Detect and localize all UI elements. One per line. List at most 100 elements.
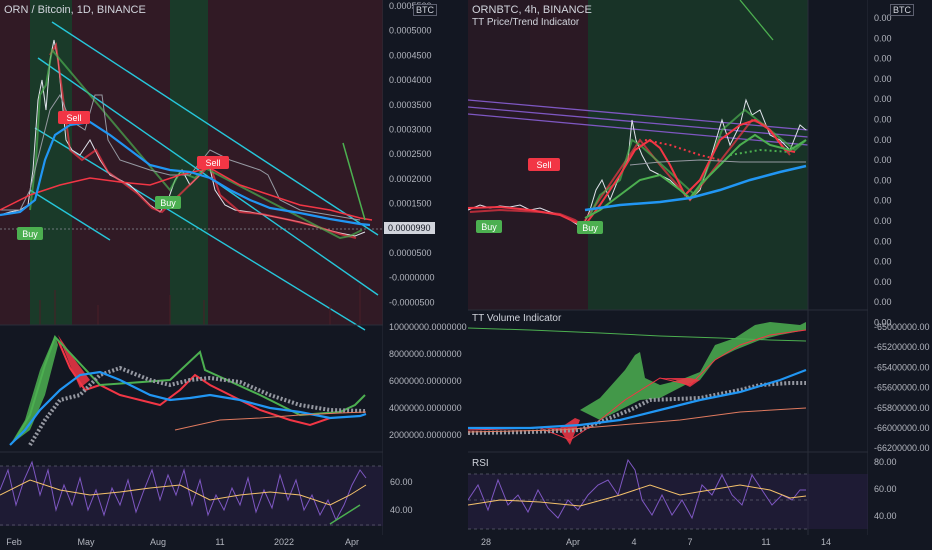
volume-tick-label: -65200000.00 (874, 342, 930, 352)
buy-signal-box (17, 227, 43, 240)
bear-zone (72, 0, 170, 325)
left-price-axis-bg (383, 0, 468, 550)
price-tick-label: 0.0005500 (389, 1, 432, 11)
price-tick-label: 0.00 (874, 318, 892, 328)
signal-red (467, 118, 796, 227)
buy-signal-label: Buy (155, 196, 181, 209)
ma-red (0, 167, 373, 221)
price-tick-label: 0.0004500 (389, 50, 432, 60)
rsi-tick-label: 80.00 (874, 457, 897, 467)
left-currency-badge[interactable]: BTC (413, 4, 437, 16)
volume-tick-label: 2000000.0000000 (389, 430, 462, 440)
sell-signal-text: Sell (66, 113, 81, 123)
left-header: ORN / Bitcoin, 1D, BINANCE (4, 4, 146, 16)
price-tick-label: 0.00 (874, 94, 892, 104)
right-chart[interactable] (467, 0, 869, 535)
time-tick-label: 7 (687, 537, 692, 547)
bear-zone (208, 0, 383, 325)
volume-green-fill (580, 322, 806, 420)
volume-tick-label: -66000000.00 (874, 423, 930, 433)
bear-zone (530, 0, 588, 310)
price-tick-label: 0.00 (874, 236, 892, 246)
price-tick-label: 0.00 (874, 196, 892, 206)
ma-blue (584, 164, 807, 212)
volume-blue-line (468, 368, 807, 430)
volume-indicator-pane[interactable] (467, 322, 807, 445)
sell-signal-label: Sell (58, 111, 90, 124)
rsi-pane[interactable] (467, 458, 868, 530)
price-tick-label: 0.00 (874, 54, 892, 64)
rsi-ma (0, 479, 367, 506)
sell-signal-text: Sell (205, 158, 220, 168)
buy-signal-label: Buy (17, 227, 43, 240)
buy-signal-box (155, 196, 181, 209)
volume-green-thin (467, 327, 807, 342)
trend-red-dots (644, 139, 721, 161)
left-chart[interactable] (0, 0, 384, 535)
rsi-band (0, 466, 383, 526)
volume-orange-line (174, 411, 367, 431)
volume-tick-label: -65600000.00 (874, 383, 930, 393)
time-tick-label: 14 (821, 537, 831, 547)
time-tick-label: 2022 (274, 537, 294, 547)
trend-green-dots (729, 148, 791, 156)
sell-signal-box (58, 111, 90, 124)
price-tick-label: 0.0002000 (389, 174, 432, 184)
buy-signal-label: Buy (577, 221, 603, 234)
neutral-zone (468, 0, 530, 310)
buy-signal-box (577, 221, 603, 234)
volume-tick-label: -65000000.00 (874, 322, 930, 332)
price-tick-label: 0.00 (874, 277, 892, 287)
volume-indicator-name: TT Volume Indicator (472, 313, 562, 324)
channel-lower (34, 127, 366, 331)
price-tick-label: 0.00 (874, 74, 892, 84)
rsi-pane[interactable] (0, 460, 383, 526)
volume-tick-label: 8000000.0000000 (389, 349, 462, 359)
ma-grey (629, 159, 806, 166)
buy-signal-label: Buy (476, 220, 502, 233)
right-currency-badge[interactable]: BTC (890, 4, 914, 16)
time-tick-label: May (77, 537, 95, 547)
price-tick-label: 0.00 (874, 257, 892, 267)
trend-arrow (739, 0, 774, 41)
price-tick-label: 0.0005000 (389, 26, 432, 36)
volume-bars (39, 285, 361, 325)
buy-signal-text: Buy (160, 198, 176, 208)
price-candles (467, 98, 807, 226)
price-tick-label: 0.00 (874, 135, 892, 145)
volume-tick-label: -66200000.00 (874, 443, 930, 453)
price-tick-label: 0.00 (874, 297, 892, 307)
price-tick-label: 0.00 (874, 13, 892, 23)
right-indicator-name: TT Price/Trend Indicator (472, 17, 580, 28)
buy-signal-box (476, 220, 502, 233)
rsi-tick-label: 60.00 (390, 477, 413, 487)
rsi-line (0, 460, 367, 522)
volume-tick-label: 10000000.0000000 (389, 322, 467, 332)
signal-green (584, 133, 807, 219)
price-tick-label: 0.0002500 (389, 149, 432, 159)
price-tick-label: 0.0000500 (389, 248, 432, 258)
price-tick-label: 0.00 (874, 216, 892, 226)
rsi-trendline (329, 504, 361, 525)
price-tick-label: 0.00 (874, 175, 892, 185)
time-tick-label: 11 (761, 537, 770, 547)
neutral-zone (530, 0, 588, 310)
price-tick-label: -0.0000500 (389, 297, 435, 307)
sell-signal-label: Sell (197, 156, 229, 169)
axis-labels: 0.0005500 0.0005000 0.0004500 0.0004000 0.00… (6, 1, 929, 547)
time-tick-label: 4 (631, 537, 636, 547)
price-tick-label: 0.00 (874, 155, 892, 165)
current-price-tag: 0.0000990 (384, 222, 435, 234)
time-tick-label: Feb (6, 537, 22, 547)
sell-signal-label: Sell (528, 158, 560, 171)
bear-zone (0, 0, 30, 325)
trend-arrow (342, 142, 366, 221)
sell-signal-text: Sell (536, 160, 551, 170)
price-tick-label: 0.00 (874, 33, 892, 43)
time-tick-label: 28 (481, 537, 491, 547)
channel-upper (51, 21, 379, 236)
rsi-name: RSI (472, 458, 489, 469)
rsi-ma (467, 484, 807, 507)
volume-indicator-pane[interactable] (9, 335, 367, 447)
